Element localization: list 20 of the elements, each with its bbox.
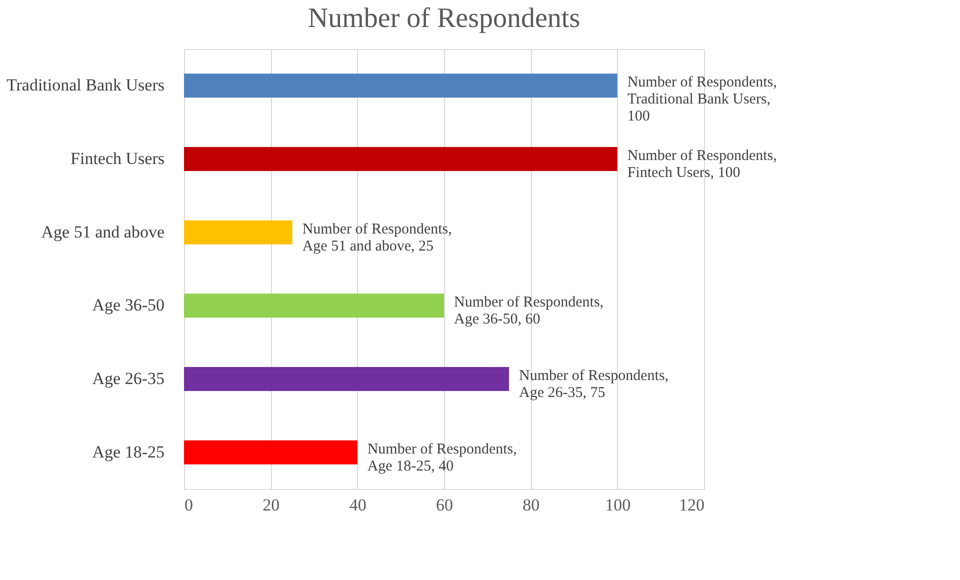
x-tick-label: 20 (262, 496, 280, 514)
y-tick-label: Age 26-35 (92, 369, 164, 388)
data-label: Number of Respondents, Age 36-50, 60 (454, 294, 604, 328)
chart-title: Number of Respondents (308, 3, 580, 34)
x-tick-label: 120 (679, 496, 704, 514)
data-label: Number of Respondents, Traditional Bank Users, 100 (627, 74, 777, 125)
y-tick-label: Age 18-25 (92, 442, 164, 462)
y-tick-label: Age 36-50 (92, 296, 164, 315)
x-tick-label: 60 (436, 496, 453, 514)
y-tick-label: Traditional Bank Users (6, 76, 164, 95)
x-tick-label: 80 (522, 496, 540, 514)
x-tick-label: 100 (605, 496, 631, 514)
data-label: Number of Respondents, Age 51 and above, 25 (302, 221, 452, 254)
y-tick-label: Fintech Users (70, 149, 164, 168)
data-label: Number of Respondents, Fintech Users, 100 (627, 148, 777, 181)
data-label: Number of Respondents, Age 18-25, 40 (367, 441, 517, 474)
x-tick-label: 40 (349, 496, 366, 514)
data-label: Number of Respondents, Age 26-35, 75 (519, 368, 669, 401)
y-tick-label: Age 51 and above (41, 222, 164, 242)
x-tick-label: 0 (184, 496, 193, 514)
